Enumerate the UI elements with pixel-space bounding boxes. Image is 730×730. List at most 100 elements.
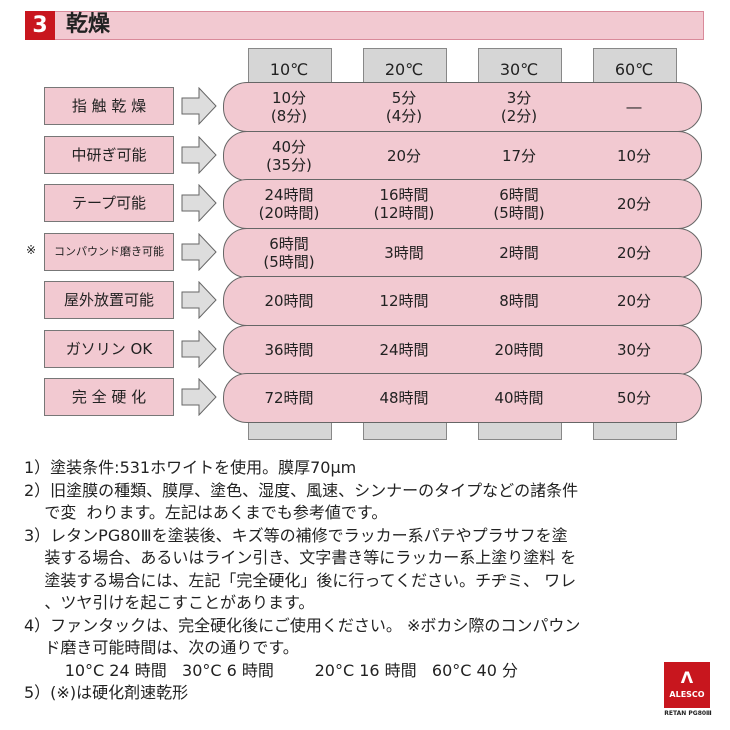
stage-label: 完 全 硬 化 (44, 378, 174, 416)
arrow-right-icon (181, 329, 217, 368)
drying-time-cell: 24時間 (349, 326, 459, 374)
time-value: 10分 (271, 89, 307, 107)
stage-label: コンパウンド磨き可能 (44, 232, 174, 271)
drying-time-cell: 36時間 (234, 326, 344, 374)
drying-time-row (223, 324, 702, 375)
time-value: (8分) (270, 107, 308, 125)
quick-dry-mark: ※ (26, 242, 37, 257)
time-value: 5分 (391, 89, 417, 107)
drying-time-cell: 20分 (579, 180, 689, 228)
time-value: 8時間 (499, 292, 539, 310)
drying-time-cell: 48時間 (349, 374, 459, 422)
drying-time-cell: 3分 (2分) (464, 83, 574, 131)
stage-label: ガソリン OK (44, 329, 174, 368)
time-value: 10分 (616, 146, 652, 165)
drying-time-cell: 30分 (579, 326, 689, 374)
stage-label: テープ可能 (44, 184, 174, 222)
arrow-right-icon (181, 232, 217, 271)
time-value: ― (626, 98, 642, 116)
time-value: 20分 (386, 146, 422, 165)
drying-time-cell: 20分 (579, 277, 689, 325)
note-line: ド磨き可能時間は、次の通りです。 (24, 638, 299, 657)
time-value: 16時間 (379, 186, 429, 204)
note-line: 3）レタンPG80Ⅲを塗装後、キズ等の補修でラッカー系パテやプラサフを塗 (24, 525, 568, 545)
drying-time-row (223, 179, 702, 229)
drying-time-cell: 17分 (464, 132, 574, 180)
time-value: 48時間 (379, 389, 429, 407)
drying-time-cell: ― (579, 83, 689, 131)
arrow-right-icon (181, 87, 217, 125)
drying-time-cell: 72時間 (234, 374, 344, 422)
time-value: 2時間 (499, 243, 539, 262)
time-value: (35分) (266, 155, 312, 174)
time-value: 3分 (506, 89, 532, 107)
time-value: (12時間) (373, 204, 435, 222)
drying-time-cell: 6時間 (5時間) (234, 229, 344, 277)
time-value: (5時間) (263, 252, 315, 271)
time-value: 20時間 (494, 340, 544, 359)
time-value: (5時間) (493, 204, 545, 222)
drying-time-cell: 8時間 (464, 277, 574, 325)
drying-time-row (223, 130, 702, 181)
drying-time-cell: 6時間 (5時間) (464, 180, 574, 228)
section-number: 3 (25, 11, 55, 40)
time-value: 50分 (616, 389, 652, 407)
time-value: 6時間 (269, 234, 309, 253)
time-value: 24時間 (264, 186, 314, 204)
logo-subtitle: RETAN PG80Ⅲ (664, 710, 712, 717)
time-value: (4分) (385, 107, 423, 125)
drying-time-row (223, 227, 702, 278)
alesco-logo: Λ ALESCO (664, 662, 710, 708)
note-line: 1）塗装条件:531ホワイトを使用。膜厚70μm (24, 458, 357, 477)
drying-time-cell: 24時間 (20時間) (234, 180, 344, 228)
time-value: 40分 (271, 137, 307, 156)
note-line: 塗装する場合には、左記「完全硬化」後に行ってください。チヂミ、 ワレ (24, 570, 577, 590)
note-line: 2）旧塗膜の種類、膜厚、塗色、湿度、風速、シンナーのタイプなどの諸条件 (24, 480, 579, 500)
section-header-bar (25, 11, 704, 40)
note-line: 装する場合、あるいはライン引き、文字書き等にラッカー系上塗り塗料 を (24, 548, 577, 567)
drying-time-cell: 40時間 (464, 374, 574, 422)
drying-time-cell: 20分 (579, 229, 689, 277)
time-value: 20分 (616, 292, 652, 310)
time-value: 36時間 (264, 340, 314, 359)
drying-time-cell: 10分 (579, 132, 689, 180)
stage-label: 屋外放置可能 (44, 281, 174, 319)
drying-time-cell: 10分 (8分) (234, 83, 344, 131)
time-value: 3時間 (384, 243, 424, 262)
drying-time-cell: 5分 (4分) (349, 83, 459, 131)
note-line: で変 わります。左記はあくまでも参考値です。 (24, 503, 388, 522)
time-value: 20分 (616, 195, 652, 213)
drying-time-row (223, 373, 702, 423)
note-line: 4）ファンタックは、完全硬化後にご使用ください。 ※ボカシ際のコンパウン (24, 615, 581, 635)
arrow-right-icon (181, 184, 217, 222)
time-value: 12時間 (379, 292, 429, 310)
time-value: 17分 (501, 146, 537, 165)
stage-label: 中研ぎ可能 (44, 135, 174, 174)
time-value: 24時間 (379, 340, 429, 359)
time-value: 72時間 (264, 389, 314, 407)
note-line: 10°C 24 時間 30°C 6 時間 20°C 16 時間 60°C 40 … (24, 660, 518, 680)
drying-time-cell: 20分 (349, 132, 459, 180)
time-value: 20分 (616, 243, 652, 262)
temperature-header: 60℃ (614, 60, 654, 79)
drying-time-cell: 2時間 (464, 229, 574, 277)
stage-label: 指 触 乾 燥 (44, 87, 174, 125)
drying-time-cell: 20時間 (234, 277, 344, 325)
drying-time-cell: 20時間 (464, 326, 574, 374)
drying-time-cell: 16時間 (12時間) (349, 180, 459, 228)
section-title: 乾燥 (66, 12, 111, 37)
temperature-header: 20℃ (384, 60, 424, 79)
drying-time-cell: 12時間 (349, 277, 459, 325)
logo-text: ALESCO (669, 690, 705, 699)
time-value: 20時間 (264, 292, 314, 310)
temperature-header: 10℃ (269, 60, 309, 79)
time-value: 40時間 (494, 389, 544, 407)
drying-time-cell: 40分 (35分) (234, 132, 344, 180)
drying-time-cell: 3時間 (349, 229, 459, 277)
note-line: 、ツヤ引けを起こすことがあります。 (24, 593, 315, 612)
arrow-right-icon (181, 135, 217, 174)
arrow-right-icon (181, 281, 217, 319)
note-line: 5）(※)は硬化剤速乾形 (24, 683, 189, 702)
temperature-header: 30℃ (499, 60, 539, 79)
drying-time-cell: 50分 (579, 374, 689, 422)
